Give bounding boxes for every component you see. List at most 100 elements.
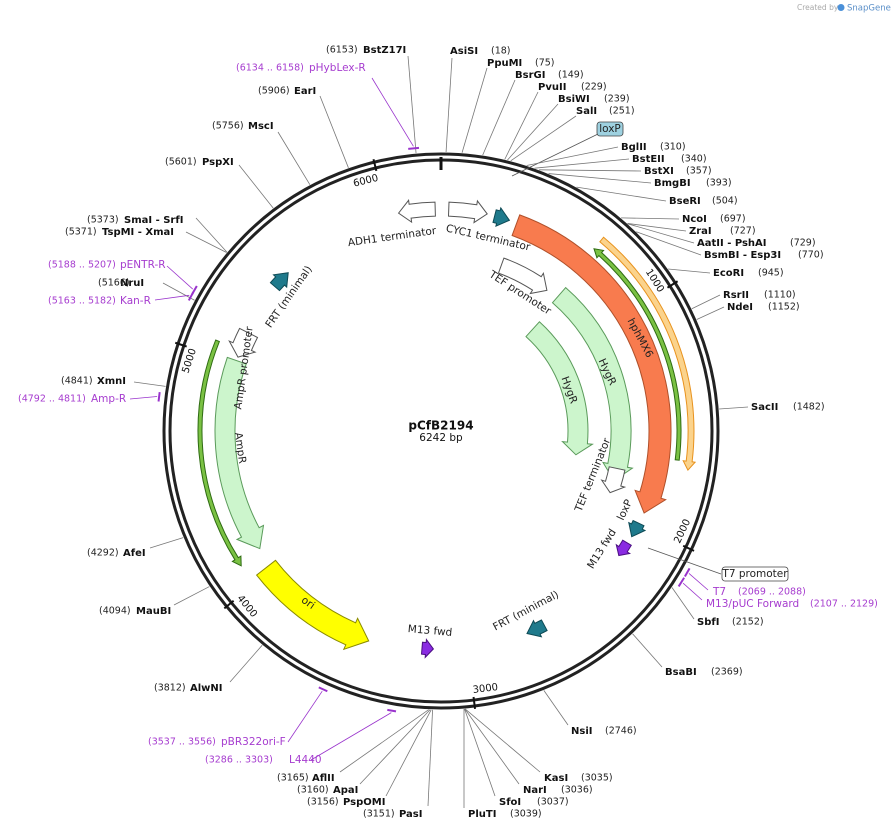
enzyme-leader	[627, 223, 687, 232]
enzyme-name: PpuMI	[487, 58, 522, 69]
enzyme-leader	[133, 381, 166, 387]
ruler-tick	[666, 280, 679, 289]
enzyme-position: (3156)	[307, 797, 339, 808]
enzyme-name: BsiWI	[558, 94, 590, 105]
feature-label: FRT (minimal)	[263, 264, 315, 331]
primer-name: pBR322ori-F	[221, 736, 286, 748]
enzyme-name: BstZ17I	[363, 45, 406, 56]
enzyme-name: EarI	[294, 86, 316, 97]
enzyme-name: BsmBI - Esp3I	[704, 250, 781, 261]
enzyme-leader	[632, 633, 663, 668]
enzyme-leader	[548, 173, 652, 184]
ruler-label: 4000	[234, 593, 259, 620]
enzyme-leader	[507, 103, 559, 161]
enzyme-leader	[359, 709, 431, 785]
enzyme-name: PspXI	[202, 157, 234, 168]
ruler-tick	[223, 599, 235, 610]
feature-label: T7 promoter	[721, 568, 788, 580]
enzyme-leader	[277, 131, 311, 185]
backbone	[162, 152, 720, 710]
enzyme-position: (697)	[720, 214, 746, 225]
ruler-label: 3000	[472, 682, 499, 696]
enzyme-leader	[696, 306, 725, 320]
enzyme-leader	[229, 644, 263, 683]
enzyme-position: (229)	[581, 82, 607, 93]
enzyme-name: PasI	[399, 809, 422, 820]
feature-box	[721, 566, 789, 582]
feature-arrow	[197, 339, 242, 567]
enzyme-name: BsrGI	[515, 70, 545, 81]
enzyme-name: BstXI	[644, 166, 674, 177]
enzyme-position: (945)	[758, 268, 784, 279]
primer-range: (2107 .. 2129)	[810, 599, 878, 610]
primer-leader	[688, 573, 709, 591]
enzyme-name: NruI	[120, 278, 144, 289]
enzyme-leader	[238, 164, 274, 209]
enzyme-leader	[691, 294, 721, 310]
enzyme-leader	[543, 690, 569, 726]
feature-arrow	[599, 236, 697, 471]
primer-range: (5188 .. 5207)	[48, 260, 116, 271]
feature-arrow	[526, 619, 548, 638]
feature-arrow	[492, 206, 511, 228]
primer-range: (3286 .. 3303)	[205, 755, 273, 766]
enzyme-position: (504)	[712, 196, 738, 207]
feature-arrow	[269, 272, 289, 292]
primer-leader	[682, 582, 703, 601]
enzyme-leader	[464, 708, 520, 785]
feature-arrow	[228, 327, 259, 358]
enzyme-position: (5756)	[212, 121, 244, 132]
enzyme-leader	[636, 231, 702, 256]
primer-leader	[287, 690, 323, 743]
enzyme-leader	[539, 169, 642, 172]
enzyme-leader	[195, 217, 228, 253]
enzyme-position: (5601)	[165, 157, 197, 168]
brand-logo	[837, 4, 845, 11]
enzyme-position: (5166)	[98, 278, 130, 289]
enzyme-name: EcoRI	[713, 268, 744, 279]
enzyme-position: (729)	[790, 238, 816, 249]
feature-label: AmpR	[232, 432, 248, 465]
feature-arrow	[615, 539, 632, 557]
primer-site	[684, 567, 691, 578]
enzyme-position: (1482)	[793, 402, 825, 413]
enzyme-leader	[621, 217, 680, 220]
feature-label: M13 fwd	[407, 623, 452, 639]
feature-arrow	[525, 321, 594, 456]
feature-arrow	[628, 519, 647, 538]
enzyme-name: RsrII	[723, 290, 749, 301]
enzyme-position: (18)	[491, 46, 511, 57]
enzyme-name: SmaI - SrfI	[124, 215, 183, 226]
enzyme-position: (6153)	[326, 45, 358, 56]
ruler-tick	[372, 159, 378, 172]
enzyme-name: KasI	[544, 773, 568, 784]
feature-arrow	[593, 248, 682, 461]
enzyme-name: BstEII	[632, 154, 665, 165]
enzyme-name: AflII	[312, 773, 335, 784]
enzyme-leader	[339, 709, 429, 773]
enzyme-name: BsaBI	[665, 667, 697, 678]
primer-leader	[129, 396, 158, 400]
created-by: Created by	[797, 3, 839, 12]
primer-site	[157, 391, 161, 402]
enzyme-name: MscI	[248, 121, 274, 132]
ruler-tick	[472, 696, 477, 710]
enzyme-name: NdeI	[727, 302, 753, 313]
feature-label: ADH1 terminator	[347, 225, 437, 249]
enzyme-name: ApaI	[333, 785, 358, 796]
enzyme-position: (3165)	[277, 773, 309, 784]
primer-leader	[310, 712, 392, 761]
enzyme-leader	[671, 587, 695, 620]
primer-leader	[166, 265, 193, 290]
feature-arrow	[447, 199, 488, 224]
primer-range: (4792 .. 4811)	[18, 394, 86, 405]
enzyme-leader	[627, 223, 695, 244]
enzyme-name: NsiI	[571, 726, 592, 737]
enzyme-leader	[385, 709, 432, 797]
enzyme-position: (2152)	[732, 617, 764, 628]
enzyme-leader	[445, 57, 453, 153]
enzyme-position: (4841)	[61, 376, 93, 387]
primer-range: (6134 .. 6158)	[236, 63, 304, 74]
enzyme-position: (251)	[609, 106, 635, 117]
